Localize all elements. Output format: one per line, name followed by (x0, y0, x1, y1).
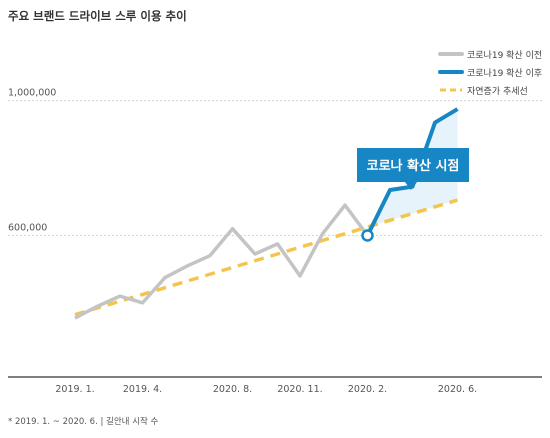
highlight-point (361, 229, 374, 242)
highlight-marker (361, 229, 374, 242)
series-line-trend (74, 198, 459, 317)
callout-pointer (405, 182, 417, 190)
legend-label-after: 코로나19 확산 이후 (467, 67, 542, 79)
series-line-before (74, 203, 369, 320)
legend-label-trend: 자연증가 추세선 (467, 86, 528, 97)
callout-box (357, 148, 469, 182)
x-tick-label: 2019. 4. (123, 384, 162, 395)
grid-lines (8, 100, 542, 236)
legend: 코로나19 확산 이전 코로나19 확산 이후 자연증가 추세선 (438, 49, 542, 97)
y-axis-ticks: 1,000,000 600,000 (8, 88, 56, 234)
x-tick-label: 2020. 2. (348, 384, 387, 395)
growth-area (367, 109, 458, 236)
callout: 코로나 확산 시점 (357, 148, 469, 190)
callout-label: 코로나 확산 시점 (367, 158, 460, 174)
chart-title: 주요 브랜드 드라이브 스루 이용 추이 (8, 9, 187, 23)
x-tick-label: 2020. 8. (213, 384, 252, 395)
growth-area-fill (367, 109, 458, 236)
y-tick-label: 1,000,000 (8, 88, 56, 99)
x-axis-ticks: 2019. 1. 2019. 4. 2020. 8. 2020. 11. 2020. 2… (55, 384, 477, 395)
x-tick-label: 2020. 6. (438, 384, 477, 395)
x-tick-label: 2019. 1. (55, 384, 94, 395)
legend-label-before: 코로나19 확산 이전 (467, 49, 542, 61)
x-tick-label: 2020. 11. (277, 384, 322, 395)
footnote: * 2019. 1. ~ 2020. 6. | 길안내 시작 수 (8, 416, 159, 427)
y-tick-label: 600,000 (8, 222, 47, 233)
